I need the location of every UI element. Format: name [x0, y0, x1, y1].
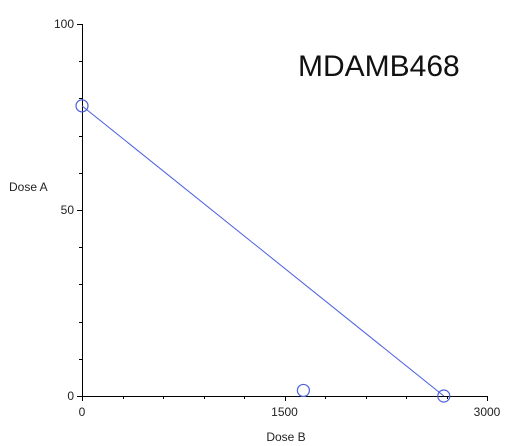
- x-tick-label: 3000: [474, 405, 501, 419]
- x-axis-title: Dose B: [266, 430, 305, 444]
- y-axis-title: Dose A: [9, 180, 48, 194]
- tick-labels: 0 50 100 0 1500 3000: [54, 17, 501, 419]
- x-tick-label: 1500: [271, 405, 298, 419]
- series-layer: [75, 99, 451, 403]
- ticks: [77, 24, 488, 401]
- chart-title: MDAMB468: [298, 50, 460, 83]
- axes: [82, 24, 487, 397]
- data-point: [437, 389, 451, 403]
- y-tick-label: 50: [61, 203, 75, 217]
- data-point: [75, 99, 89, 113]
- series-line: [81, 105, 445, 397]
- y-tick-label: 0: [67, 389, 74, 403]
- x-tick-label: 0: [79, 405, 86, 419]
- y-tick-label: 100: [54, 17, 74, 31]
- data-point: [296, 383, 310, 398]
